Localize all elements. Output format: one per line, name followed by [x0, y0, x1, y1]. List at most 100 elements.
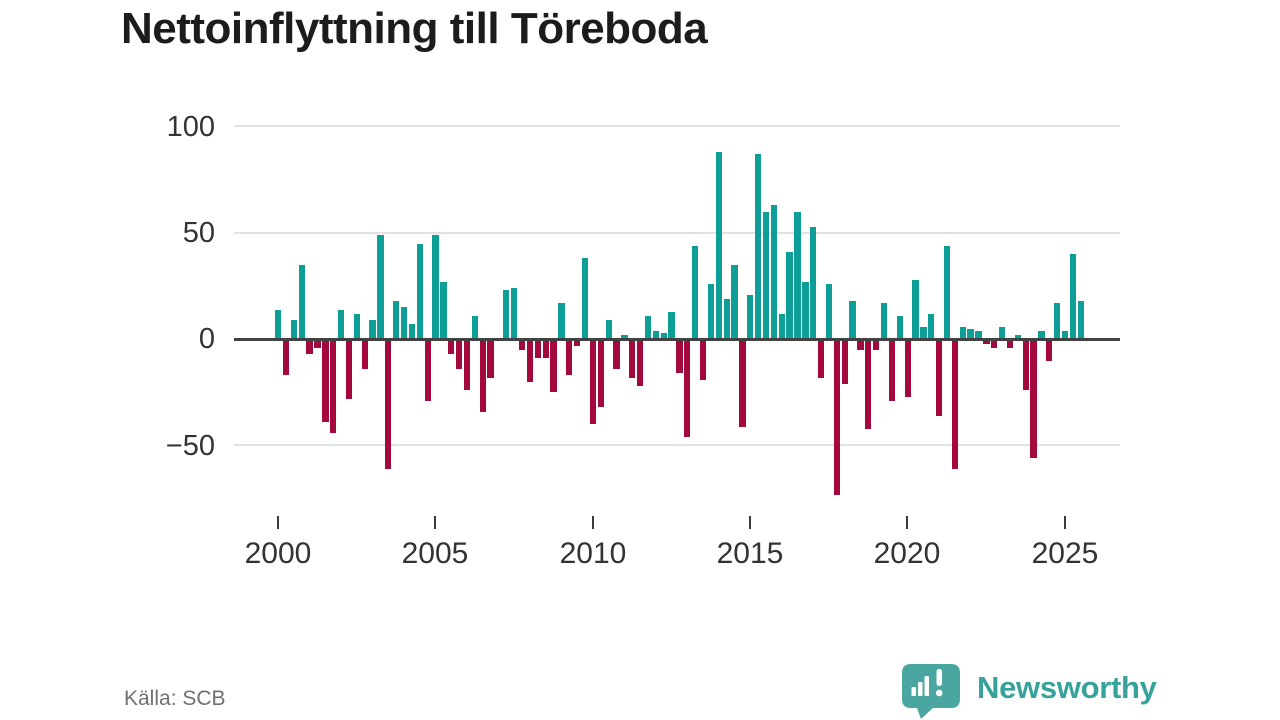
- bar-2017-Q2: [817, 339, 825, 378]
- bar-2022-Q1: [967, 328, 974, 340]
- source-label: Källa: SCB: [124, 687, 226, 710]
- bar-2004-Q1: [400, 307, 408, 340]
- bar-2001-Q2: [314, 339, 321, 348]
- bar-2006-Q4: [487, 339, 494, 378]
- bar-2015-Q3: [762, 211, 770, 340]
- bar-2010-Q4: [613, 339, 620, 370]
- x-axis-label-2015: 2015: [716, 537, 784, 570]
- bar-2008-Q3: [542, 339, 549, 359]
- bar-2016-Q3: [794, 211, 801, 340]
- bar-2015-Q4: [770, 205, 778, 340]
- bar-2000-Q4: [298, 264, 305, 340]
- gridline-50: [234, 232, 1120, 234]
- bar-2010-Q3: [605, 320, 612, 340]
- bar-2019-Q3: [888, 339, 896, 401]
- gridline-100: [234, 125, 1120, 127]
- bar-2004-Q3: [416, 243, 423, 340]
- bar-2008-Q4: [550, 339, 557, 393]
- bar-2013-Q1: [684, 339, 691, 438]
- bar-2014-Q3: [731, 264, 738, 340]
- bar-2001-Q3: [322, 339, 329, 423]
- bar-2019-Q4: [896, 315, 903, 340]
- bar-2017-Q1: [810, 226, 817, 340]
- bar-2023-Q4: [1022, 339, 1029, 391]
- bar-2008-Q1: [526, 339, 534, 382]
- bar-2013-Q3: [699, 339, 707, 380]
- bar-2012-Q1: [652, 330, 659, 340]
- bar-2007-Q4: [518, 339, 526, 350]
- bar-2020-Q3: [920, 326, 927, 340]
- newsworthy-logo-icon: [902, 664, 960, 719]
- bar-2010-Q1: [589, 339, 597, 425]
- bar-2024-Q3: [1046, 339, 1053, 361]
- bar-2020-Q4: [928, 313, 935, 340]
- bar-2019-Q1: [873, 339, 880, 350]
- bar-2024-Q1: [1030, 339, 1037, 459]
- x-axis-label-2020: 2020: [873, 537, 941, 570]
- bar-2014-Q2: [723, 298, 730, 340]
- bar-2007-Q3: [511, 288, 518, 340]
- bar-2004-Q2: [408, 324, 416, 340]
- bar-2022-Q3: [983, 339, 990, 344]
- bar-2002-Q1: [337, 309, 345, 340]
- bar-2012-Q4: [676, 339, 683, 374]
- bar-2016-Q2: [786, 252, 793, 340]
- bar-2014-Q4: [739, 339, 746, 427]
- bar-2000-Q1: [275, 309, 282, 340]
- bar-2014-Q1: [715, 152, 722, 340]
- bar-2006-Q1: [463, 339, 471, 391]
- bar-2024-Q4: [1054, 303, 1061, 340]
- bar-2023-Q3: [1014, 335, 1021, 340]
- bar-2002-Q3: [353, 313, 360, 340]
- bar-2005-Q1: [432, 235, 439, 340]
- bar-2011-Q1: [621, 335, 628, 340]
- bar-2011-Q2: [629, 339, 636, 378]
- x-tick-2025: [1064, 516, 1066, 529]
- bar-2005-Q2: [440, 281, 447, 340]
- newsworthy-logo: Newsworthy: [901, 663, 1157, 720]
- x-axis-label-2010: 2010: [559, 537, 627, 570]
- bar-2003-Q4: [393, 301, 400, 340]
- y-axis-label-50: 50: [182, 217, 215, 249]
- bar-2024-Q2: [1038, 330, 1045, 340]
- bar-2013-Q4: [707, 283, 715, 340]
- bar-2005-Q3: [448, 339, 455, 355]
- bar-2001-Q4: [330, 339, 337, 433]
- bar-2002-Q4: [361, 339, 368, 370]
- bar-2018-Q1: [841, 339, 848, 384]
- bar-2010-Q2: [597, 339, 604, 408]
- bar-2016-Q4: [802, 281, 809, 340]
- bar-2009-Q4: [581, 258, 589, 340]
- bar-2021-Q2: [943, 245, 951, 340]
- bar-2002-Q2: [345, 339, 353, 399]
- bar-2000-Q3: [290, 320, 298, 340]
- bar-2023-Q1: [998, 326, 1006, 340]
- x-tick-2010: [592, 516, 594, 529]
- bar-2008-Q2: [534, 339, 541, 359]
- bar-2021-Q3: [951, 339, 959, 470]
- newsworthy-wordmark: Newsworthy: [977, 670, 1157, 705]
- bar-2003-Q1: [369, 320, 376, 340]
- y-axis-label-0: 0: [198, 323, 215, 355]
- bar-chart-glyph: [911, 676, 929, 696]
- bar-2009-Q3: [574, 339, 581, 346]
- page-title: Nettoinflyttning till Töreboda: [121, 4, 708, 53]
- y-axis-label-100: 100: [166, 111, 215, 143]
- bar-2001-Q1: [306, 339, 313, 355]
- exclamation-glyph: [935, 669, 943, 697]
- bar-2007-Q2: [503, 290, 510, 340]
- bar-2003-Q3: [385, 339, 392, 470]
- bar-2025-Q1: [1061, 330, 1069, 340]
- bar-2005-Q4: [455, 339, 463, 370]
- bar-2021-Q1: [936, 339, 943, 416]
- bar-2020-Q2: [912, 279, 919, 340]
- bar-2000-Q2: [282, 339, 290, 376]
- bar-2009-Q1: [558, 303, 565, 340]
- bar-2006-Q2: [471, 315, 479, 340]
- bar-2015-Q1: [747, 294, 754, 340]
- bar-2022-Q2: [975, 330, 982, 340]
- bar-2003-Q2: [377, 235, 384, 340]
- bar-2012-Q3: [668, 311, 675, 340]
